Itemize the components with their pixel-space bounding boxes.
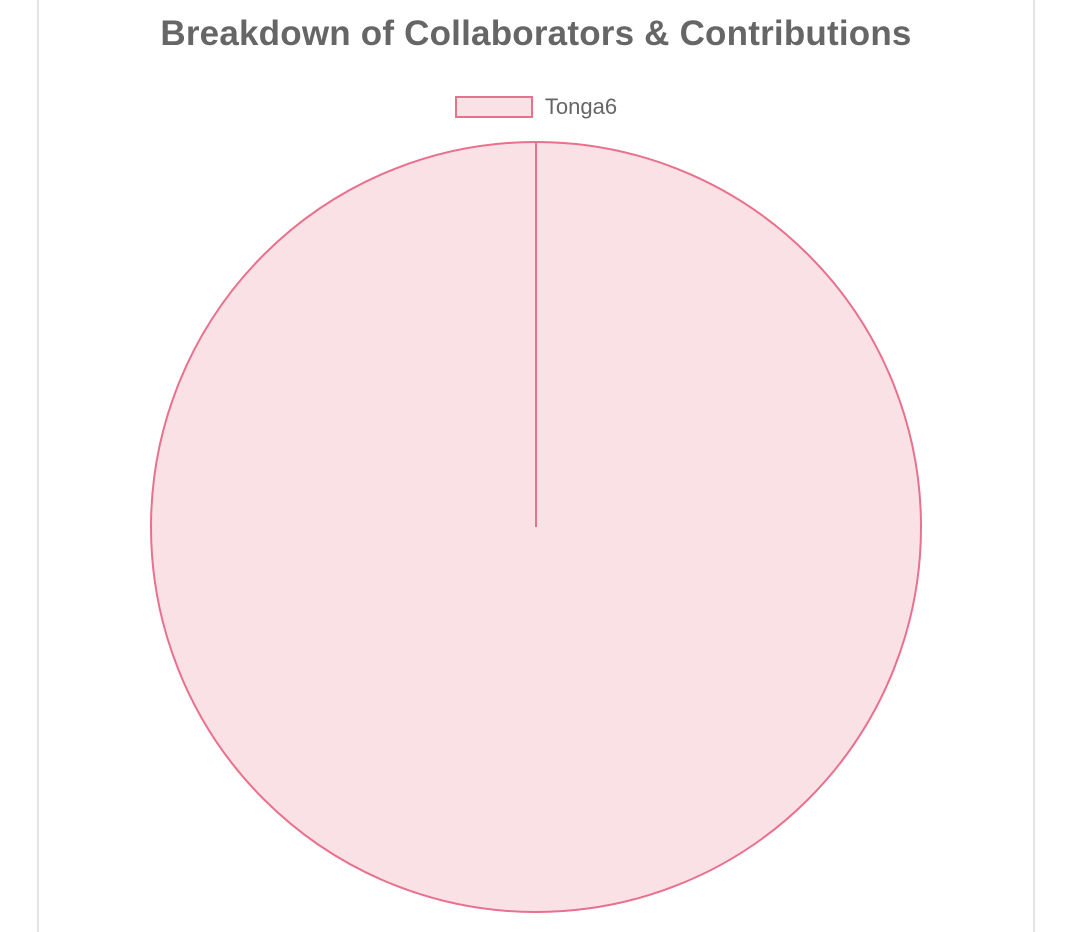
legend-label[interactable]: Tonga6: [544, 94, 618, 119]
card-border-right: [1033, 0, 1035, 932]
pie-slice-tonga6[interactable]: [150, 141, 922, 913]
card-border-left: [37, 0, 39, 932]
legend: Tonga6: [0, 94, 1066, 120]
legend-swatch[interactable]: [454, 96, 533, 118]
chart-title: Breakdown of Collaborators & Contributio…: [160, 14, 912, 53]
